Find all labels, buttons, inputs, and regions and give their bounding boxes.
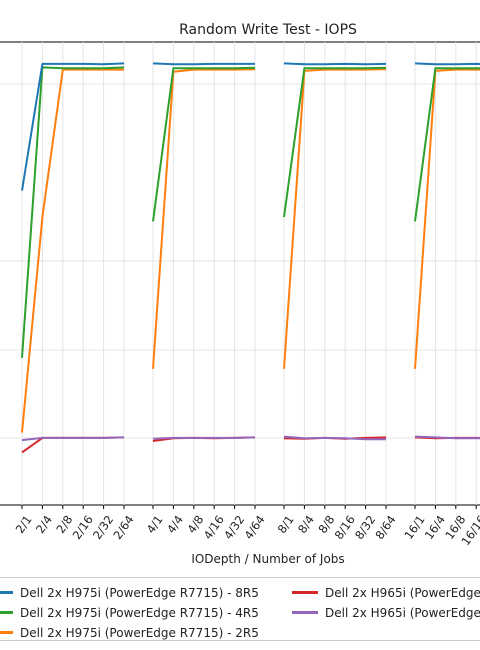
series-line-0 [152, 62, 255, 66]
series-line-0 [21, 62, 125, 191]
series-line-1 [21, 66, 125, 358]
grid [0, 42, 480, 505]
legend-column-right: Dell 2x H965i (PowerEdge Dell 2x H965i (P… [292, 583, 480, 623]
legend-item: Dell 2x H965i (PowerEdge [292, 583, 480, 603]
legend-label: Dell 2x H975i (PowerEdge R7715) - 2R5 [20, 626, 259, 640]
series-line-4 [283, 435, 386, 441]
x-tick-label: 2/16 [70, 513, 96, 542]
series-line-2 [21, 68, 124, 433]
legend-swatch [292, 611, 318, 614]
series-line-4 [21, 436, 125, 442]
series-line-2 [152, 68, 256, 369]
x-tick-label: 2/4 [33, 513, 55, 536]
series-line-3 [21, 436, 125, 454]
legend-label: Dell 2x H965i (PowerEdge [325, 606, 480, 620]
legend-swatch [0, 631, 13, 634]
series-line-2 [283, 68, 387, 369]
legend-item: Dell 2x H975i (PowerEdge R7715) - 4R5 [0, 603, 259, 623]
legend-item: Dell 2x H965i (PowerEdge [292, 603, 480, 623]
legend: Dell 2x H975i (PowerEdge R7715) - 8R5 Del… [0, 577, 480, 641]
series-line-1 [414, 67, 480, 222]
series-lines [21, 62, 480, 454]
series-line-0 [283, 62, 387, 66]
series-line-4 [152, 436, 256, 440]
x-tick-label: 4/4 [164, 513, 186, 536]
legend-column-left: Dell 2x H975i (PowerEdge R7715) - 8R5 Del… [0, 583, 259, 643]
x-axis-label: IODepth / Number of Jobs [191, 552, 344, 566]
legend-label: Dell 2x H975i (PowerEdge R7715) - 4R5 [20, 606, 259, 620]
legend-item: Dell 2x H975i (PowerEdge R7715) - 2R5 [0, 623, 259, 643]
x-tick-label: 8/64 [372, 513, 398, 542]
x-tick-label: 8/32 [352, 513, 378, 542]
x-axis-ticks: 2/12/42/82/162/322/64 4/14/44/84/164/324/… [13, 505, 480, 548]
x-tick-label: 16/1 [401, 513, 427, 542]
x-tick-label: 4/16 [201, 513, 227, 542]
series-line-4 [414, 435, 480, 440]
series-line-2 [414, 68, 480, 369]
legend-label: Dell 2x H975i (PowerEdge R7715) - 8R5 [20, 586, 259, 600]
x-tick-label: 8/16 [332, 513, 358, 542]
legend-swatch [0, 591, 13, 594]
legend-label: Dell 2x H965i (PowerEdge [325, 586, 480, 600]
x-tick-label: 4/64 [241, 513, 267, 542]
x-tick-label: 2/64 [110, 513, 136, 542]
series-line-1 [283, 66, 387, 218]
chart-title: Random Write Test - IOPS [179, 22, 357, 38]
plot-area [0, 41, 480, 506]
x-tick-label: 4/32 [221, 513, 247, 542]
series-line-1 [152, 66, 256, 222]
x-tick-label: 16/4 [422, 513, 448, 542]
x-tick-label: 2/32 [90, 513, 116, 542]
legend-swatch [0, 611, 13, 614]
x-tick-label: 8/1 [275, 513, 297, 536]
x-tick-label: 2/1 [13, 513, 35, 536]
legend-item: Dell 2x H975i (PowerEdge R7715) - 8R5 [0, 583, 259, 603]
x-tick-label: 4/1 [144, 513, 166, 536]
series-line-0 [414, 62, 480, 66]
legend-swatch [292, 591, 318, 594]
x-tick-label: 8/4 [295, 513, 317, 536]
